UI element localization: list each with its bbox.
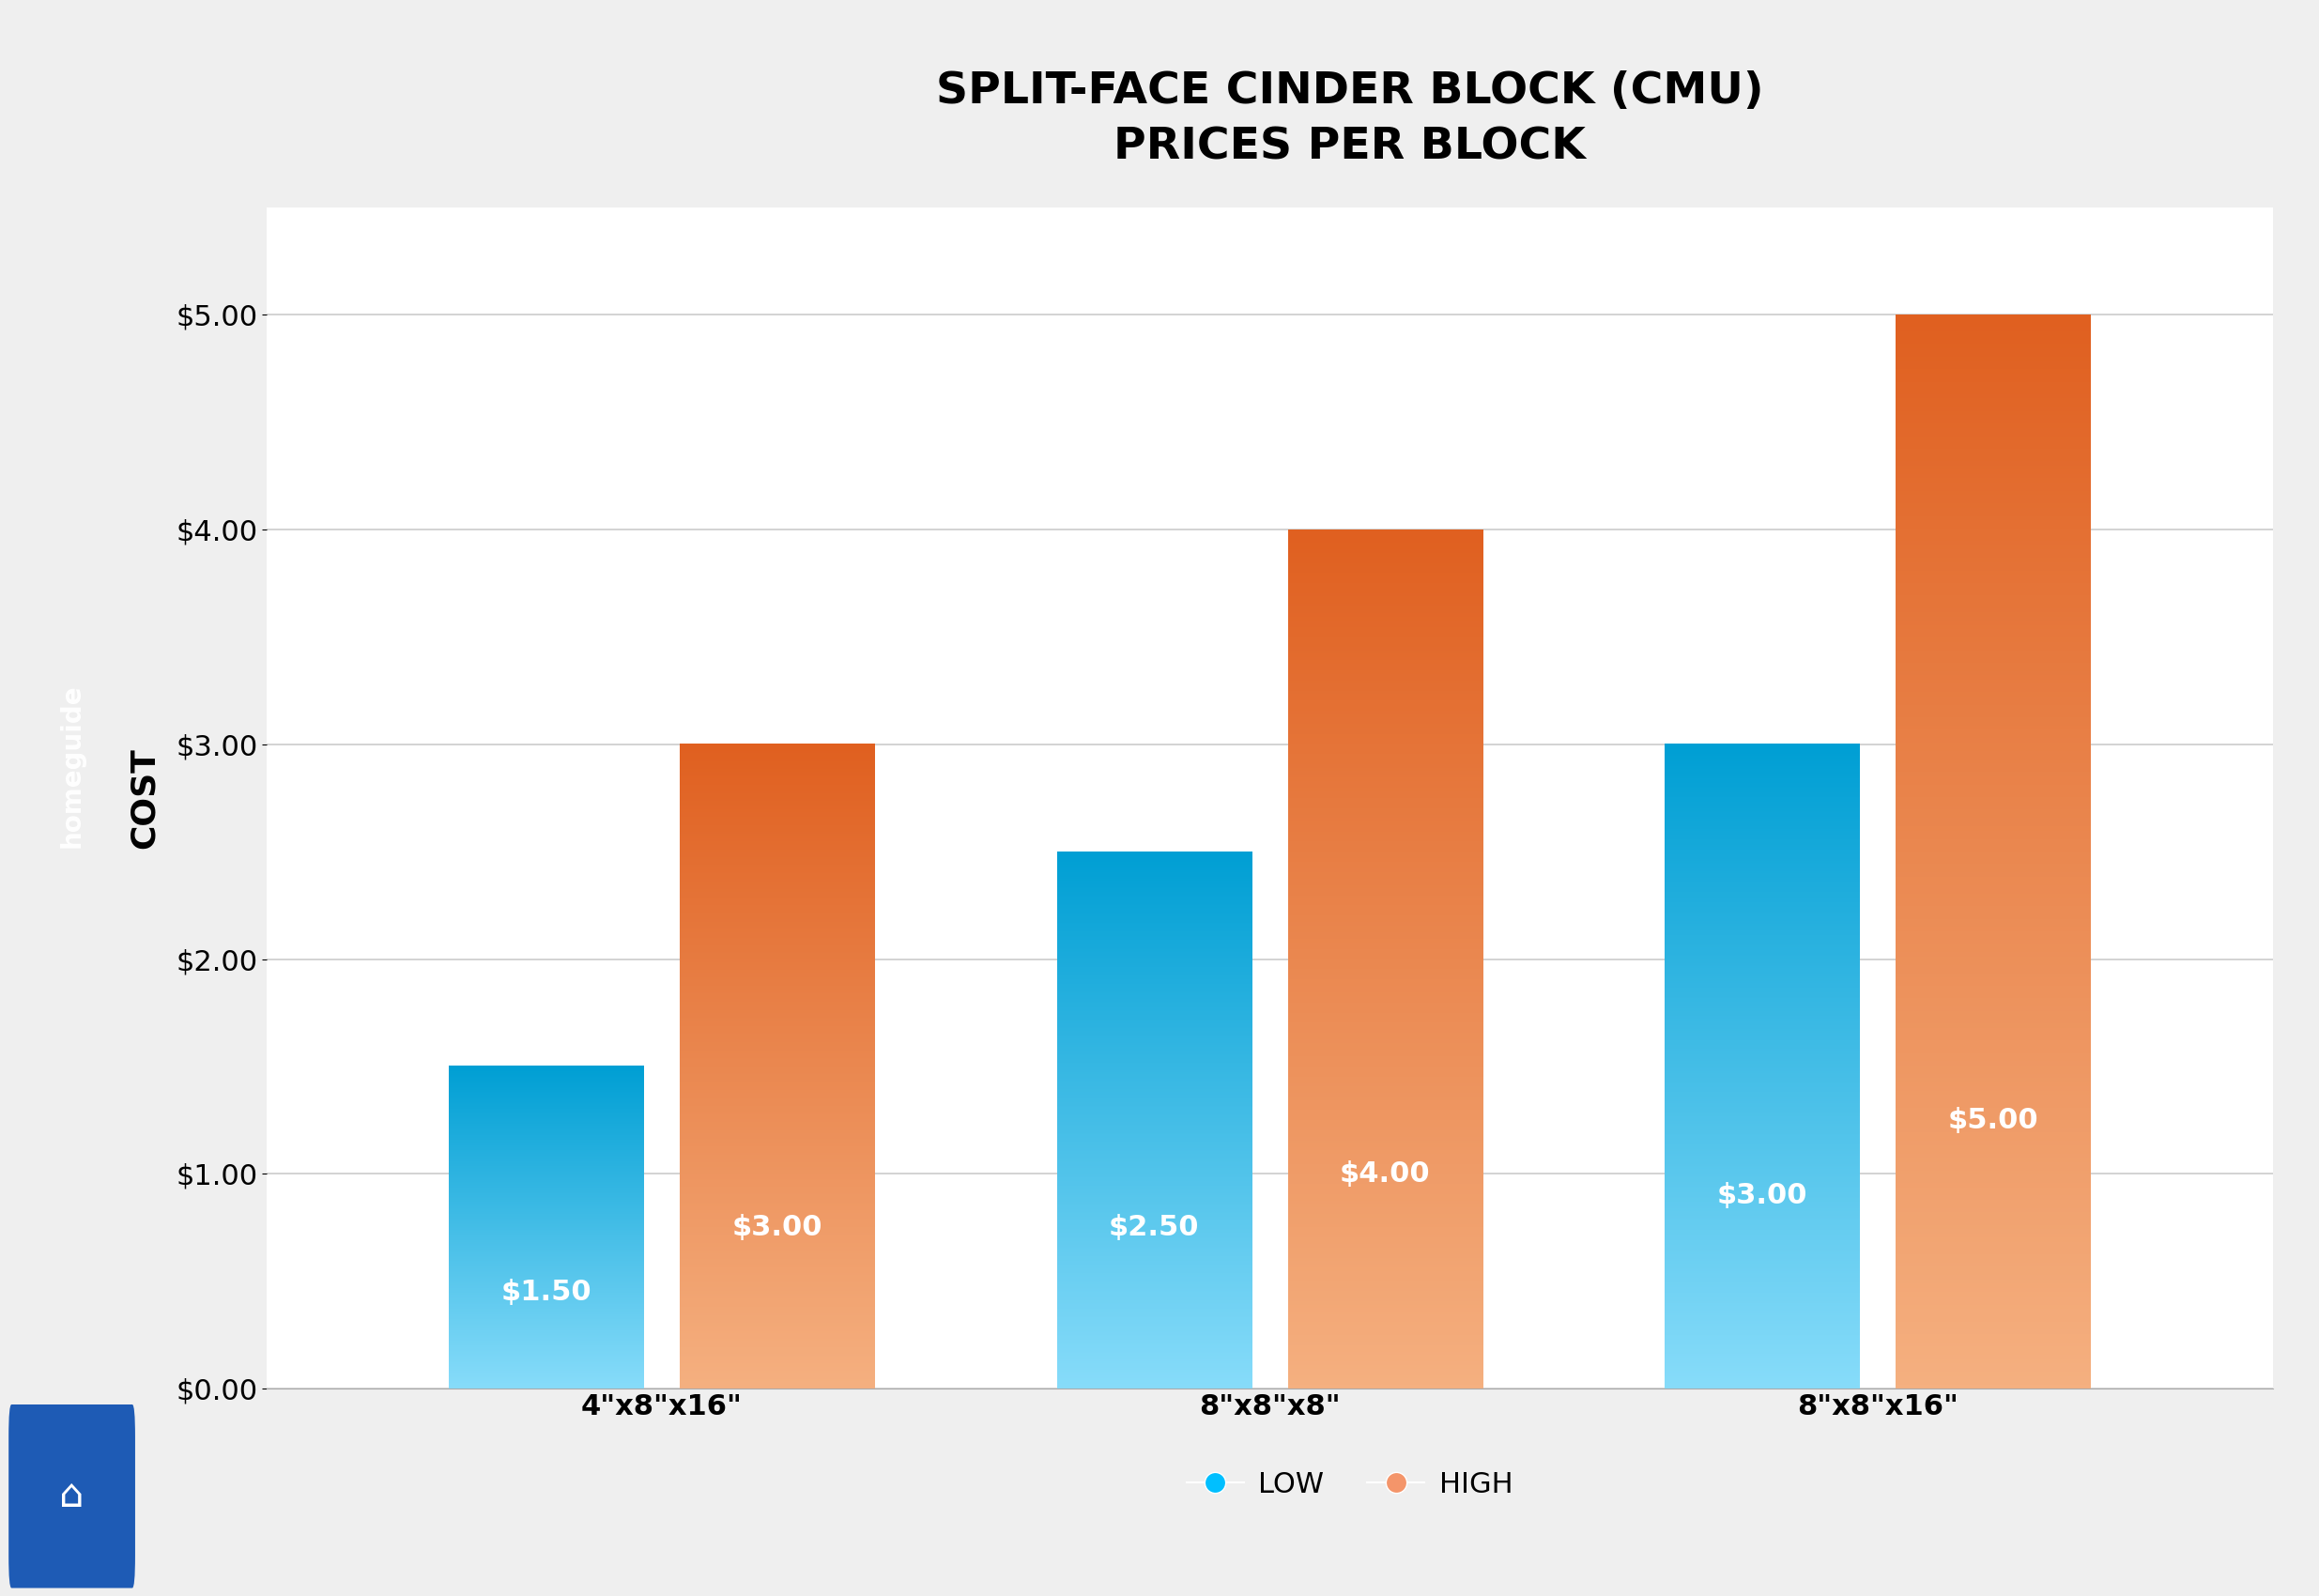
Text: homeguide: homeguide: [58, 685, 86, 847]
FancyBboxPatch shape: [9, 1404, 135, 1588]
Text: $5.00: $5.00: [1948, 1106, 2038, 1133]
Y-axis label: COST: COST: [128, 747, 160, 849]
Text: $1.50: $1.50: [501, 1278, 591, 1306]
Text: ⌂: ⌂: [60, 1476, 83, 1515]
Legend: LOW, HIGH: LOW, HIGH: [1176, 1460, 1524, 1510]
Text: $3.00: $3.00: [1716, 1181, 1807, 1208]
Text: $4.00: $4.00: [1340, 1160, 1431, 1187]
Text: $2.50: $2.50: [1108, 1215, 1199, 1242]
Text: $3.00: $3.00: [733, 1215, 823, 1242]
Text: SPLIT-FACE CINDER BLOCK (CMU)
PRICES PER BLOCK: SPLIT-FACE CINDER BLOCK (CMU) PRICES PER…: [937, 70, 1762, 169]
